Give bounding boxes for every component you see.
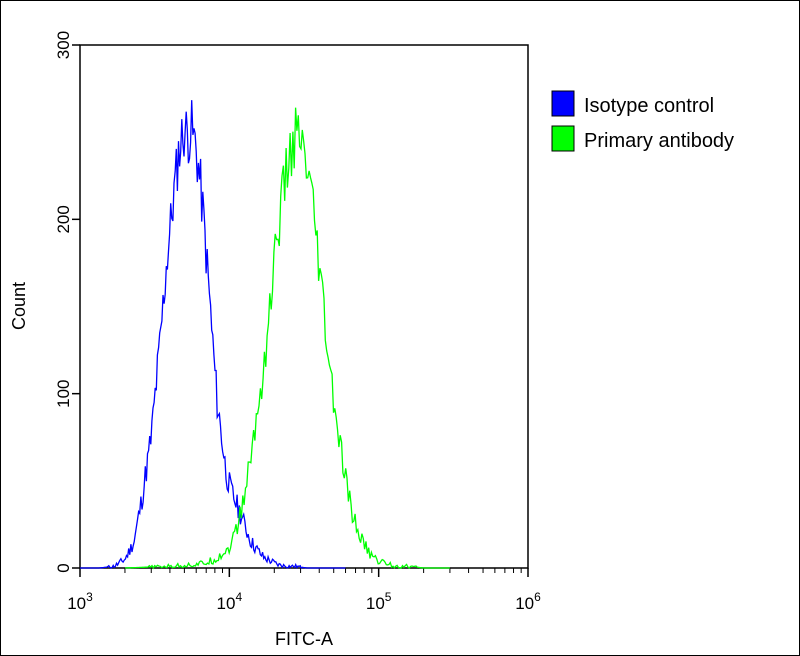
x-tick-label-base: 10 bbox=[67, 594, 86, 613]
x-axis-ticks: 103 104 105 106 bbox=[67, 568, 541, 613]
legend-label-isotype-control: Isotype control bbox=[584, 95, 714, 117]
x-tick-label: 105 bbox=[366, 590, 392, 613]
y-tick-label: 0 bbox=[54, 563, 73, 572]
x-tick-label: 103 bbox=[67, 590, 93, 613]
x-tick-label-exponent: 3 bbox=[86, 590, 93, 604]
y-tick-label: 100 bbox=[54, 379, 73, 407]
y-axis-title: Count bbox=[9, 282, 29, 330]
y-tick-label: 300 bbox=[54, 31, 73, 59]
legend: Isotype control Primary antibody bbox=[551, 90, 734, 152]
x-tick-label-base: 10 bbox=[217, 594, 236, 613]
x-tick-label-base: 10 bbox=[366, 594, 385, 613]
x-tick-label-exponent: 5 bbox=[385, 590, 392, 604]
y-tick-label: 200 bbox=[54, 205, 73, 233]
series-line-primary-antibody bbox=[124, 107, 450, 570]
plot-area-border bbox=[79, 44, 529, 569]
series-layer bbox=[80, 100, 450, 570]
legend-swatch-primary-antibody bbox=[551, 125, 575, 152]
legend-label-primary-antibody: Primary antibody bbox=[584, 130, 734, 152]
x-tick-label-exponent: 4 bbox=[235, 590, 242, 604]
x-tick-label-exponent: 6 bbox=[534, 590, 541, 604]
series-line-isotype-control bbox=[80, 100, 346, 569]
x-tick-label: 106 bbox=[515, 590, 541, 613]
x-tick-label: 104 bbox=[217, 590, 243, 613]
legend-swatch-isotype-control bbox=[551, 90, 575, 117]
x-axis-title: FITC-A bbox=[275, 629, 333, 649]
y-axis-ticks: 0 100 200 300 bbox=[54, 31, 80, 573]
x-tick-label-base: 10 bbox=[515, 594, 534, 613]
